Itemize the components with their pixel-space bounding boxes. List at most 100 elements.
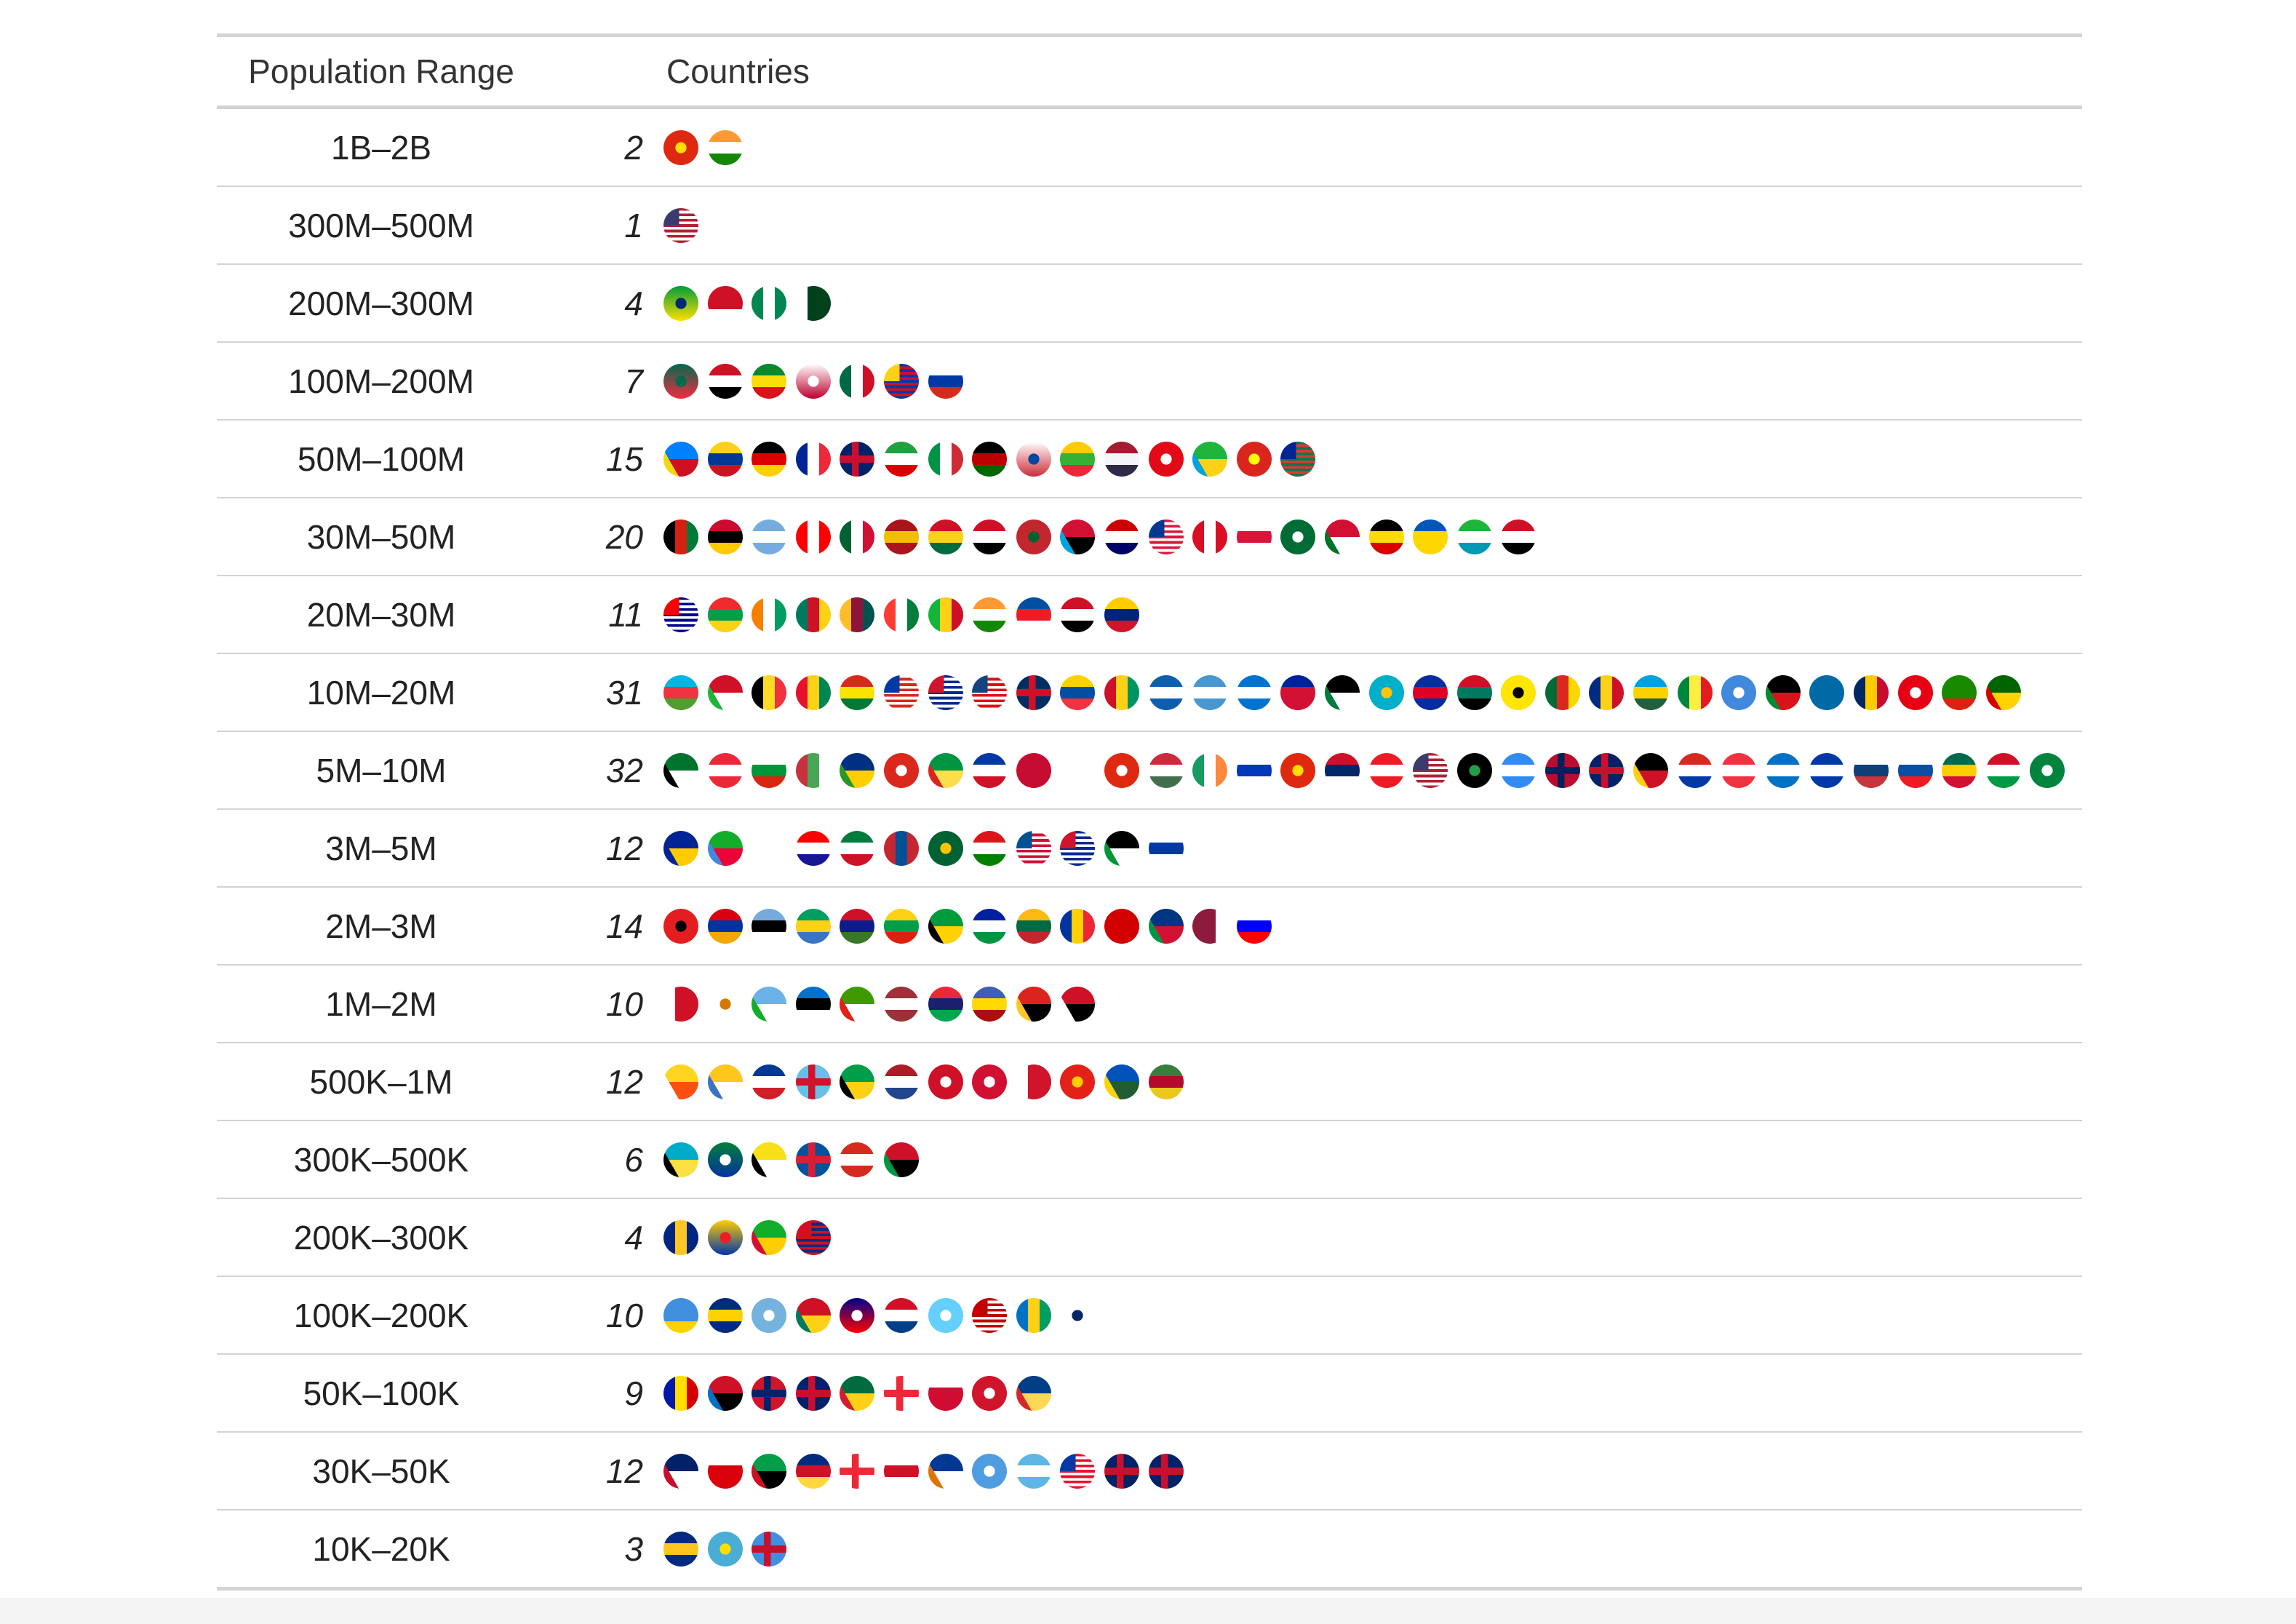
flag-icon (1985, 752, 2021, 788)
flag-icon (1413, 674, 1448, 710)
flag-icon (840, 986, 875, 1022)
country-count-cell: 31 (605, 673, 643, 712)
flag-icon (1016, 908, 1051, 944)
flag-icon (752, 674, 787, 710)
table-row: 30M–50M 20 (217, 498, 2082, 576)
flag-icon (707, 1064, 743, 1099)
flag-icon (928, 1297, 963, 1333)
flag-icon (663, 1142, 698, 1177)
country-count-cell: 2 (624, 128, 643, 167)
flag-icon (752, 830, 787, 866)
country-count-cell: 12 (605, 1452, 643, 1490)
table-row: 30K–50K 12 (217, 1433, 2082, 1510)
flag-icon (1324, 519, 1360, 554)
flags-cell (655, 597, 2082, 632)
flag-icon (1016, 830, 1051, 866)
flag-icon (752, 1453, 787, 1489)
flag-icon (1060, 441, 1096, 477)
flag-icon (1368, 519, 1404, 554)
flag-icon (1897, 674, 1933, 710)
flag-icon (1060, 908, 1096, 944)
flag-icon (1765, 752, 1801, 788)
flag-icon (663, 1453, 698, 1489)
flag-icon (1985, 674, 2021, 710)
flag-icon (928, 1453, 963, 1489)
population-table: Population Range Countries 1B–2B 2 300M–50… (217, 33, 2082, 1591)
flags-cell (655, 1142, 2082, 1177)
flags-cell (655, 986, 2082, 1022)
flag-icon (1544, 752, 1580, 788)
population-range-cell: 30M–50M (306, 517, 456, 556)
flag-icon (840, 519, 875, 554)
flag-icon (1060, 597, 1096, 632)
flag-icon (883, 1297, 919, 1333)
flag-icon (840, 908, 875, 944)
flag-icon (840, 1453, 875, 1489)
flag-icon (883, 519, 919, 554)
flag-icon (1413, 519, 1448, 554)
flag-icon (1721, 674, 1757, 710)
flag-icon (1104, 752, 1139, 788)
flag-icon (840, 363, 875, 399)
flags-cell (655, 130, 2082, 165)
flag-icon (883, 1453, 919, 1489)
flag-icon (1280, 752, 1316, 788)
flag-icon (1456, 752, 1492, 788)
population-range-cell: 3M–5M (325, 829, 437, 867)
flag-icon (663, 830, 698, 866)
flags-cell (655, 752, 2082, 788)
country-count-cell: 12 (605, 1062, 643, 1101)
flag-icon (795, 908, 831, 944)
flag-icon (883, 597, 919, 632)
population-range-cell: 30K–50K (312, 1452, 450, 1490)
flag-icon (1854, 674, 1889, 710)
flag-icon (1809, 674, 1845, 710)
flag-icon (1104, 674, 1139, 710)
flag-icon (1236, 441, 1272, 477)
country-count-cell: 15 (605, 439, 643, 478)
flag-icon (1016, 1297, 1051, 1333)
country-count-cell: 32 (605, 751, 643, 789)
flag-icon (1192, 519, 1228, 554)
table-row: 20M–30M 11 (217, 576, 2082, 654)
flag-icon (1501, 519, 1536, 554)
flag-icon (928, 519, 963, 554)
table-row: 200K–300K 4 (217, 1199, 2082, 1277)
flag-icon (663, 130, 698, 165)
flag-icon (972, 908, 1008, 944)
flags-cell (655, 908, 2082, 944)
flag-icon (928, 597, 963, 632)
flag-icon (1280, 519, 1316, 554)
country-count-cell: 9 (624, 1374, 643, 1412)
table-row: 1B–2B 2 (217, 109, 2082, 187)
flag-icon (883, 441, 919, 477)
flag-icon (928, 830, 963, 866)
table-row: 100M–200M 7 (217, 343, 2082, 421)
flag-icon (1324, 752, 1360, 788)
flag-icon (752, 1531, 787, 1567)
flag-icon (883, 986, 919, 1022)
flag-icon (1104, 519, 1139, 554)
flag-icon (795, 1142, 831, 1177)
flag-icon (1060, 519, 1096, 554)
population-range-cell: 20M–30M (306, 595, 456, 634)
population-range-cell: 10K–20K (312, 1529, 450, 1568)
flag-icon (883, 1375, 919, 1411)
flag-icon (707, 1219, 743, 1255)
population-range-cell: 300K–500K (293, 1140, 469, 1179)
country-count-cell: 14 (605, 907, 643, 945)
flag-icon (1060, 986, 1096, 1022)
table-row: 100K–200K 10 (217, 1277, 2082, 1355)
flag-icon (1060, 674, 1096, 710)
flag-icon (1280, 441, 1316, 477)
flag-icon (707, 519, 743, 554)
flag-icon (795, 1064, 831, 1099)
flag-icon (707, 363, 743, 399)
flag-icon (1104, 908, 1139, 944)
flag-icon (707, 908, 743, 944)
flag-icon (1104, 1453, 1139, 1489)
flag-icon (752, 441, 787, 477)
population-range-cell: 10M–20M (306, 673, 456, 712)
flag-icon (1104, 597, 1139, 632)
flag-icon (795, 441, 831, 477)
